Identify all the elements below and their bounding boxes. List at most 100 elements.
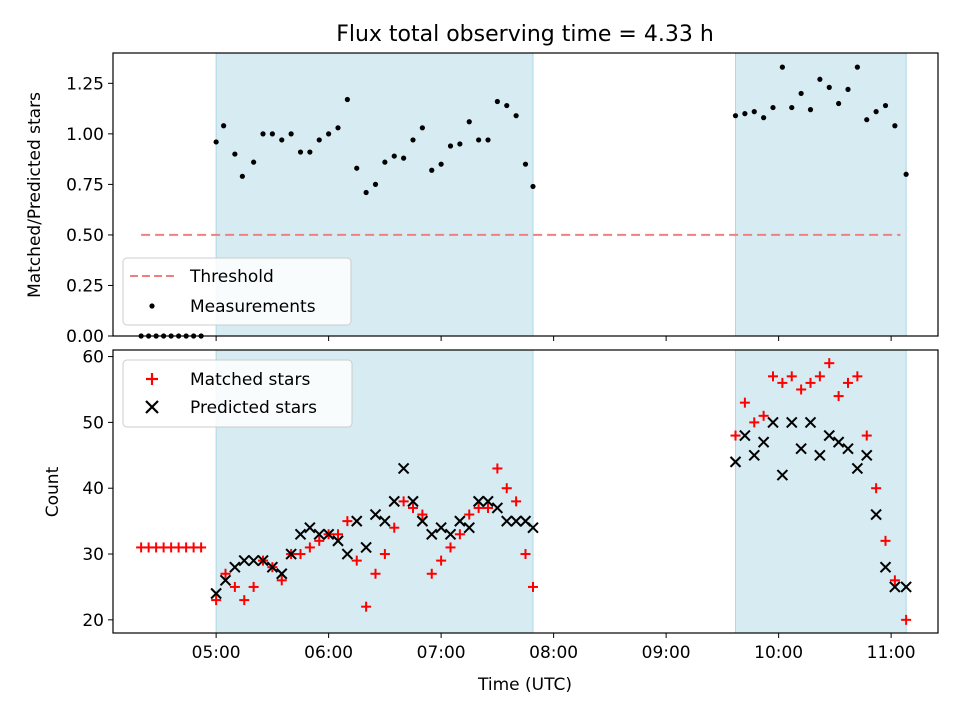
matched-star-point bbox=[749, 417, 760, 428]
measurement-point bbox=[410, 137, 416, 143]
matched-star-point bbox=[824, 358, 835, 369]
measurement-point bbox=[779, 64, 785, 70]
matched-star-point bbox=[304, 542, 315, 553]
measurement-point bbox=[789, 104, 795, 111]
matched-star-point bbox=[389, 522, 400, 533]
predicted-star-point bbox=[435, 521, 447, 534]
x-axis-label: Time (UTC) bbox=[477, 675, 572, 695]
measurement-point bbox=[873, 109, 879, 115]
measurement-point bbox=[401, 155, 407, 161]
matched-star-point bbox=[445, 542, 456, 553]
predicted-star-point bbox=[444, 528, 457, 540]
legend-predicted-marker bbox=[145, 400, 159, 414]
top-legend: Threshold Measurements bbox=[122, 257, 352, 326]
bottom-legend: Matched stars Predicted stars bbox=[122, 359, 353, 428]
legend-matched-marker bbox=[146, 373, 158, 385]
predicted-star-point bbox=[870, 508, 882, 521]
predicted-star-point bbox=[397, 462, 410, 475]
matched-star-point bbox=[501, 483, 512, 494]
x-tick-label: 05:00 bbox=[192, 643, 241, 663]
matched-star-point bbox=[379, 549, 390, 560]
matched-star-point bbox=[370, 568, 381, 579]
predicted-star-point bbox=[842, 443, 854, 455]
x-tick-label: 10:00 bbox=[754, 643, 803, 663]
measurement-point bbox=[221, 123, 227, 129]
y-tick-label: 20 bbox=[82, 611, 104, 631]
bottom-legend-frame bbox=[122, 359, 353, 428]
top-panel: 0.00 0.25 0.50 0.75 1.00 1.25 Matched/Predict… bbox=[25, 52, 939, 347]
matched-star-point bbox=[520, 549, 531, 560]
measurement-point bbox=[269, 131, 275, 137]
matched-star-point bbox=[220, 568, 231, 579]
measurement-point bbox=[438, 161, 444, 167]
predicted-star-point bbox=[379, 515, 391, 527]
predicted-star-point bbox=[341, 548, 354, 560]
predicted-star-point bbox=[823, 429, 835, 442]
y-tick-label: 50 bbox=[82, 413, 104, 433]
matched-star-point bbox=[276, 575, 287, 586]
y-tick-label: 1.00 bbox=[66, 125, 104, 145]
predicted-star-point bbox=[322, 528, 335, 540]
predicted-star-point bbox=[510, 515, 522, 527]
y-tick-label: 0.25 bbox=[66, 276, 104, 296]
matched-star-point bbox=[843, 377, 853, 388]
predicted-star-point bbox=[285, 548, 297, 560]
predicted-star-point bbox=[360, 541, 372, 554]
measurement-point bbox=[504, 102, 510, 109]
matched-star-point bbox=[492, 463, 503, 474]
matched-star-point bbox=[314, 535, 325, 546]
matched-star-point bbox=[342, 516, 353, 527]
y-tick-label: 1.25 bbox=[66, 74, 104, 94]
predicted-star-point bbox=[454, 515, 466, 527]
measurement-point bbox=[335, 125, 341, 131]
measurement-point bbox=[882, 102, 889, 109]
matched-star-point bbox=[239, 595, 250, 606]
predicted-star-point bbox=[814, 449, 826, 462]
matched-star-point bbox=[805, 377, 816, 388]
matched-star-point bbox=[464, 509, 475, 520]
predicted-star-point bbox=[304, 521, 316, 534]
measurement-point bbox=[530, 183, 536, 190]
shaded-interval bbox=[735, 53, 907, 336]
y-tick-label: 40 bbox=[82, 479, 104, 499]
predicted-star-point bbox=[332, 535, 344, 547]
matched-star-point bbox=[196, 542, 207, 553]
bottom-axes-frame bbox=[112, 349, 939, 634]
matched-star-point bbox=[880, 535, 891, 546]
predicted-star-point bbox=[238, 554, 250, 567]
matched-star-point bbox=[417, 509, 428, 520]
predicted-star-point bbox=[786, 416, 798, 429]
y-tick-label: 60 bbox=[82, 348, 104, 368]
bottom-shaded-intervals bbox=[215, 350, 907, 633]
predicted-star-point bbox=[369, 508, 382, 521]
chart-title: Flux total observing time = 4.33 h bbox=[336, 22, 714, 47]
matched-star-point bbox=[777, 377, 788, 388]
predicted-star-point bbox=[861, 449, 873, 462]
predicted-stars-series bbox=[210, 416, 912, 600]
measurement-point bbox=[798, 90, 804, 97]
predicted-star-point bbox=[276, 568, 288, 580]
x-tick-label: 06:00 bbox=[304, 643, 353, 663]
matched-star-point bbox=[426, 568, 437, 579]
measurement-point bbox=[457, 141, 463, 147]
measurement-point bbox=[288, 131, 294, 137]
predicted-star-point bbox=[889, 581, 901, 593]
top-x-ticks bbox=[215, 336, 892, 341]
y-tick-label: 0.00 bbox=[66, 327, 104, 347]
top-y-axis-label: Matched/Predicted stars bbox=[25, 92, 45, 298]
matched-star-point bbox=[398, 496, 409, 507]
predicted-star-point bbox=[407, 495, 419, 508]
matched-star-point bbox=[730, 430, 741, 441]
measurement-point bbox=[213, 139, 219, 145]
measurement-point bbox=[903, 171, 909, 177]
matched-star-point bbox=[361, 601, 372, 612]
top-legend-frame bbox=[122, 257, 352, 326]
predicted-star-point bbox=[757, 436, 770, 448]
matched-star-point bbox=[436, 555, 447, 566]
measurement-point bbox=[447, 143, 454, 149]
matched-star-point bbox=[248, 581, 259, 592]
matched-star-point bbox=[333, 529, 343, 540]
measurement-point bbox=[761, 115, 767, 121]
predicted-star-point bbox=[482, 495, 494, 508]
bottom-panel: 20 30 40 50 60 05:00 06:00 07:00 08:00 09:00 10:0… bbox=[43, 348, 939, 695]
